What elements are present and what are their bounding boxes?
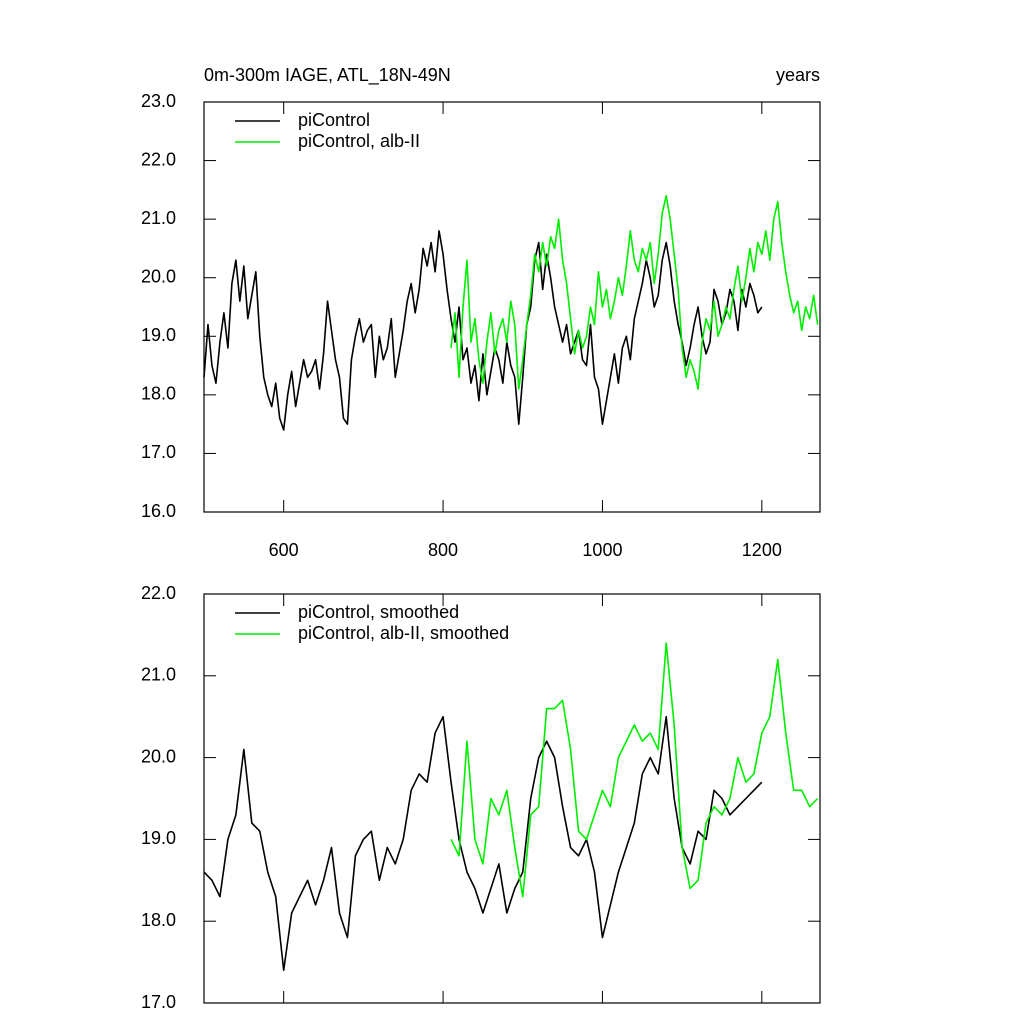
y-tick-label: 17.0 xyxy=(141,992,176,1012)
x-tick-label: 800 xyxy=(428,540,458,560)
chart-title: 0m-300m IAGE, ATL_18N-49N xyxy=(204,65,451,86)
legend-label: piControl, alb-II, smoothed xyxy=(298,623,509,643)
data-line xyxy=(450,194,819,390)
x-tick-label: 600 xyxy=(269,540,299,560)
y-tick-label: 21.0 xyxy=(141,665,176,685)
y-tick-label: 20.0 xyxy=(141,266,176,286)
x-tick-label: 1000 xyxy=(582,540,622,560)
y-tick-label: 18.0 xyxy=(141,910,176,930)
data-line xyxy=(450,642,819,898)
y-tick-label: 18.0 xyxy=(141,384,176,404)
y-tick-label: 19.0 xyxy=(141,828,176,848)
x-tick-label: 1200 xyxy=(742,540,782,560)
y-tick-label: 23.0 xyxy=(141,91,176,111)
plot-frame xyxy=(203,593,821,1004)
data-line xyxy=(203,230,763,431)
legend-label: piControl, smoothed xyxy=(298,602,459,622)
plot-frame xyxy=(203,101,821,513)
y-tick-label: 19.0 xyxy=(141,325,176,345)
y-tick-label: 21.0 xyxy=(141,208,176,228)
data-line xyxy=(203,715,763,972)
legend-label: piControl, alb-II xyxy=(298,131,420,151)
y-tick-label: 16.0 xyxy=(141,501,176,521)
y-tick-label: 22.0 xyxy=(141,149,176,169)
y-tick-label: 22.0 xyxy=(141,583,176,603)
y-tick-label: 17.0 xyxy=(141,442,176,462)
units-label: years xyxy=(776,65,820,85)
legend-label: piControl xyxy=(298,110,370,130)
y-tick-label: 20.0 xyxy=(141,746,176,766)
